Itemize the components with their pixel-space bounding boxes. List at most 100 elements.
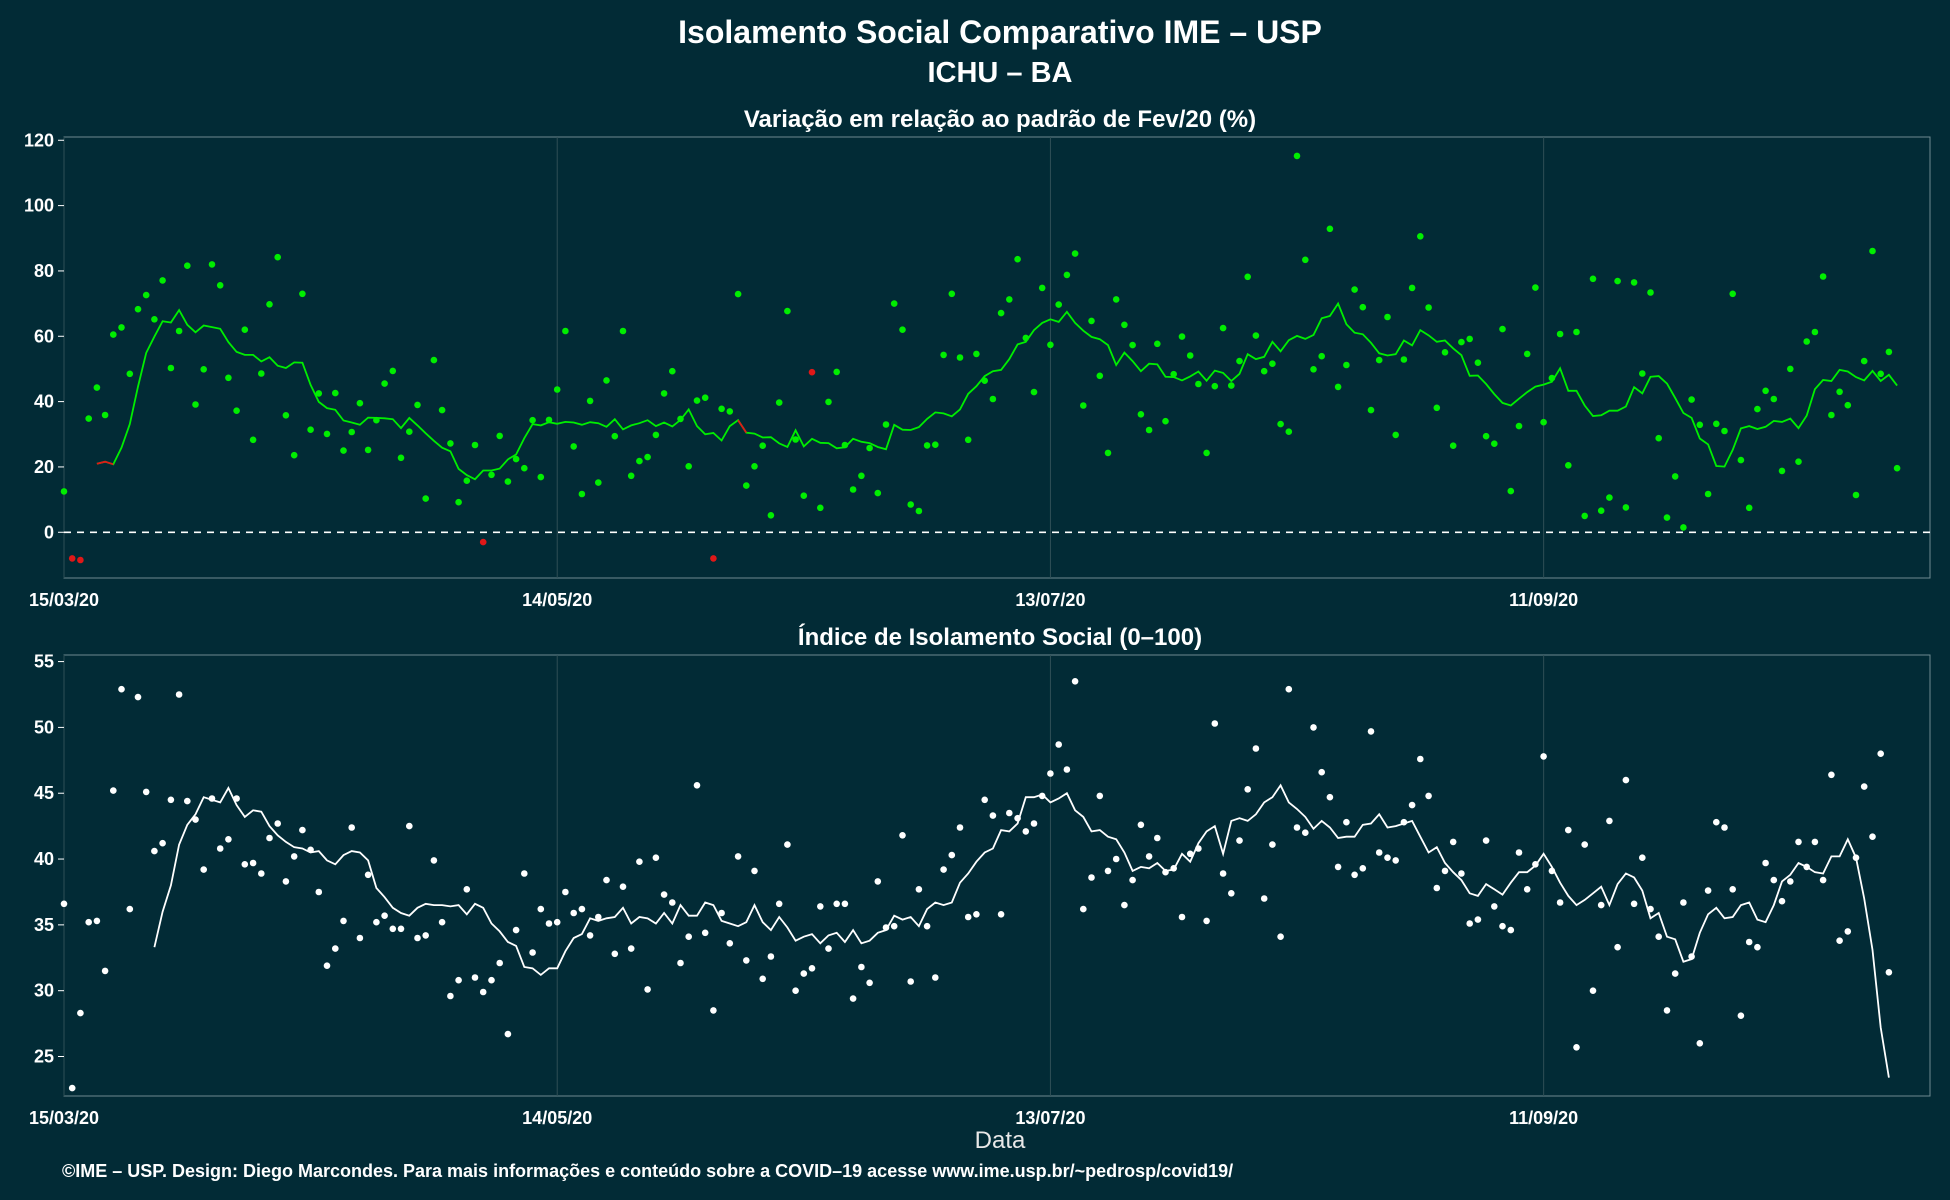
index-data-point <box>406 822 413 830</box>
variation-data-point <box>1795 458 1802 466</box>
variation-data-point <box>1589 275 1597 283</box>
index-panel: Índice de Isolamento Social (0–100) 25 30… <box>29 623 1931 1128</box>
index-data-point <box>825 945 832 952</box>
index-moving-average-line <box>153 783 1890 1078</box>
index-data-point <box>1589 987 1597 994</box>
index-data-point <box>1795 838 1802 846</box>
index-panel-title: Índice de Isolamento Social (0–100) <box>798 623 1202 651</box>
variation-data-point <box>315 390 323 397</box>
variation-data-point <box>1597 507 1605 514</box>
index-data-point <box>1639 854 1646 861</box>
variation-data-point <box>184 262 191 270</box>
index-data-point <box>726 940 734 947</box>
variation-y-tick-label: 120 <box>24 130 54 150</box>
index-data-point <box>1030 820 1038 827</box>
variation-negative-point <box>710 555 717 562</box>
index-data-point <box>1203 917 1210 925</box>
variation-data-point <box>1565 462 1572 469</box>
variation-data-point <box>1877 370 1884 378</box>
variation-y-ticks: 0 20 40 60 80 100 120 <box>24 130 64 542</box>
index-data-point <box>1787 878 1794 885</box>
variation-data-point <box>1170 370 1177 378</box>
index-data-point <box>1704 887 1712 894</box>
index-data-point <box>1754 943 1761 951</box>
variation-data-point <box>1532 284 1539 291</box>
index-y-tick-label: 35 <box>34 915 54 935</box>
variation-data-point <box>652 431 660 439</box>
variation-data-point <box>1770 395 1778 403</box>
index-data-point <box>1647 905 1654 913</box>
variation-data-point <box>1729 290 1736 298</box>
index-data-point <box>1721 824 1728 831</box>
variation-data-point <box>1811 328 1819 336</box>
variation-data-point <box>1310 366 1317 373</box>
variation-data-point <box>1006 296 1013 303</box>
variation-data-point <box>1351 286 1358 293</box>
index-data-point <box>1384 854 1391 861</box>
variation-data-point <box>940 351 947 359</box>
variation-data-point <box>85 415 92 422</box>
index-data-point <box>586 932 594 939</box>
variation-negative-point <box>77 556 84 564</box>
variation-data-point <box>323 430 331 438</box>
variation-data-point <box>118 324 125 331</box>
index-data-point <box>1121 901 1128 909</box>
variation-data-point <box>660 390 668 397</box>
variation-data-point <box>200 366 207 373</box>
variation-data-point <box>1400 356 1408 363</box>
variation-data-point <box>512 455 520 463</box>
index-data-point <box>1523 886 1531 893</box>
variation-data-point <box>1441 349 1449 356</box>
variation-data-point <box>208 261 216 268</box>
index-data-point <box>1244 786 1251 793</box>
index-data-point <box>521 870 528 877</box>
variation-data-point <box>1038 284 1046 292</box>
variation-data-point <box>356 399 364 407</box>
index-data-point <box>414 934 421 942</box>
index-data-point <box>488 976 495 984</box>
index-data-point <box>397 925 405 933</box>
index-data-point <box>685 933 692 940</box>
variation-data-point <box>1688 396 1695 403</box>
index-data-point <box>1655 933 1662 940</box>
variation-data-point <box>619 327 627 335</box>
variation-data-point <box>1581 512 1588 520</box>
index-data-point <box>800 970 808 977</box>
variation-points <box>60 152 1901 564</box>
index-data-point <box>323 962 331 969</box>
index-data-point <box>940 866 947 873</box>
variation-data-point <box>743 482 750 489</box>
index-data-point <box>1614 943 1621 951</box>
index-data-point <box>1014 814 1021 822</box>
index-data-point <box>348 824 356 831</box>
variation-data-point <box>1252 332 1260 339</box>
variation-data-point <box>726 408 734 415</box>
variation-data-point <box>578 490 586 498</box>
variation-data-point <box>142 291 150 299</box>
variation-data-point <box>60 488 68 495</box>
index-data-point <box>619 883 627 890</box>
variation-data-point <box>1129 341 1136 349</box>
variation-data-point <box>948 290 956 298</box>
index-data-point <box>118 685 125 693</box>
variation-data-point <box>1055 301 1062 308</box>
index-data-point <box>1145 853 1153 860</box>
index-y-tick-label: 30 <box>34 981 54 1001</box>
variation-data-point <box>1162 417 1169 425</box>
variation-data-point <box>397 454 405 462</box>
index-data-point <box>1277 933 1284 940</box>
index-data-point <box>1178 913 1186 921</box>
index-data-point <box>956 824 964 831</box>
variation-data-point <box>956 354 964 361</box>
index-data-point <box>1713 818 1720 826</box>
footer-credit: ©IME – USP. Design: Diego Marcondes. Par… <box>62 1161 1233 1181</box>
index-data-point <box>743 957 750 964</box>
index-data-point <box>332 945 339 952</box>
index-data-point <box>307 846 314 854</box>
index-data-point <box>595 913 602 921</box>
index-data-point <box>1186 850 1194 858</box>
index-data-point <box>1195 845 1202 852</box>
index-data-point <box>923 922 931 930</box>
variation-data-point <box>866 444 873 452</box>
variation-data-point <box>463 477 471 485</box>
